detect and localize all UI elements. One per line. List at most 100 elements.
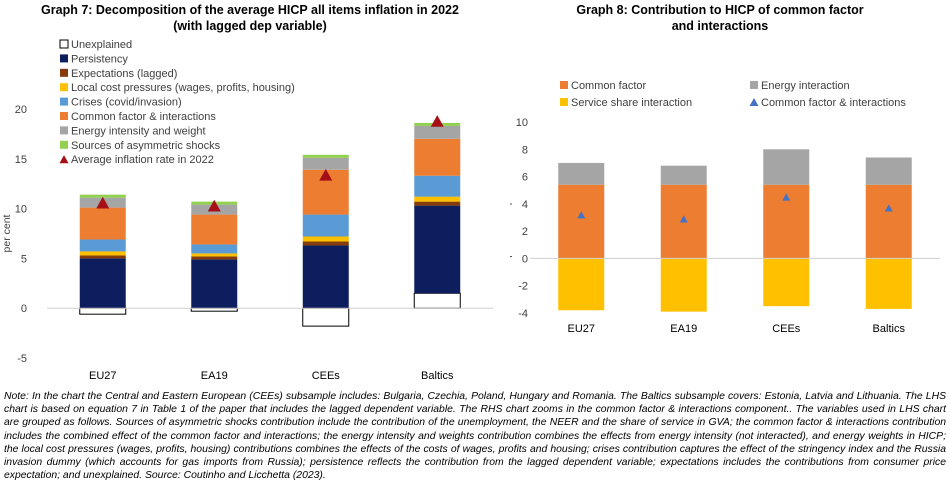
bar-segment [79,239,126,252]
right-chart: -4 -2 0 2 4 6 8 10 percentate points EU27 EA19 CEEs… [510,80,940,335]
legend-marker [749,97,759,107]
left-chart: -5 0 5 10 15 20 per cent EU27 EA19 CEEs Baltics Une… [1,39,493,382]
x-tick-label: EU27 [89,370,117,382]
marker-point [319,168,333,181]
bar-segment [414,205,461,294]
bar-segment [558,162,605,185]
x-tick-label: Baltics [873,323,906,335]
bar-segment [558,184,605,259]
x-tick-label: EA19 [670,323,697,335]
marker-point [96,196,110,209]
bar-segment [302,214,349,237]
y-tick-label: 10 [516,117,528,129]
legend-swatch [560,81,568,89]
x-tick-label: EA19 [201,370,228,382]
marker-point [884,204,893,212]
legend-label: Expectations (lagged) [71,68,177,80]
bar-segment [763,149,810,185]
left-chart-title: Graph 7: Decomposition of the average HI… [0,2,500,34]
bar-segment [414,138,461,176]
y-axis-label: per cent [1,214,13,252]
left-title-line2: (with lagged dep variable) [173,19,327,33]
y-tick-label: 0 [522,253,528,265]
bar-segment [660,258,707,312]
bar-segment [191,244,238,254]
legend-swatch [60,68,68,77]
y-tick-label: 20 [15,104,27,116]
bar-segment [558,258,605,311]
bar-segment [414,196,461,202]
marker-point [430,115,444,127]
y-tick-label: 0 [21,303,27,315]
bar-segment [413,292,461,309]
legend-label: Common factor & interactions [71,111,216,123]
legend-label: Energy intensity and weight [71,125,206,137]
legend-label: Service share interaction [571,97,692,109]
legend-label: Local cost pressures (wages, profits, ho… [71,82,295,94]
bar-segment [763,258,810,307]
right-title-line1: Graph 8: Contribution to HICP of common … [576,3,864,17]
bar-segment [302,241,349,246]
legend-swatch [59,39,69,49]
legend-swatch [60,126,68,135]
bar-segment [79,251,126,256]
legend-label: Persistency [71,53,128,65]
bar-segment [865,258,912,309]
legend-swatch [60,112,68,120]
legend-label: Crises (covid/invasion) [71,97,182,109]
legend-swatch [60,140,68,149]
bar-segment [302,307,350,327]
bar-segment [414,201,461,206]
bar-segment [414,175,461,197]
y-tick-label: -4 [518,308,528,320]
marker-point [207,199,221,212]
legend-label: Common factor & interactions [761,97,906,109]
bar-segment [79,255,126,259]
marker-point [782,193,791,201]
y-tick-label: -2 [518,281,528,293]
marker-point [679,215,688,223]
bar-segment [414,125,461,139]
y-tick-label: -5 [17,353,27,365]
bar-segment [191,256,238,260]
y-tick-label: 6 [522,172,528,184]
y-tick-label: 2 [522,226,528,238]
bar-segment [79,307,127,315]
legend-label: Common factor [571,80,647,92]
bar-segment [865,157,912,185]
bar-segment [302,236,349,242]
x-tick-label: CEEs [772,323,801,335]
chart-footnote: Note: In the chart the Central and Easte… [4,391,946,482]
y-tick-label: 15 [15,154,27,166]
bar-segment [660,165,707,185]
bar-segment [302,157,349,170]
bar-segment [191,259,238,309]
x-tick-label: CEEs [312,370,341,382]
y-axis-label: percentate points [510,177,513,258]
legend-label: Sources of asymmetric shocks [71,140,221,152]
legend-swatch [60,83,68,92]
bar-segment [79,207,126,240]
marker-point [577,211,586,219]
y-tick-label: 10 [15,204,27,216]
legend-swatch [560,98,568,106]
bar-segment [191,253,238,257]
legend-swatch [60,97,68,106]
bar-segment [302,154,349,158]
x-tick-label: EU27 [567,323,595,335]
legend-swatch [750,81,758,89]
bar-segment [79,258,126,309]
legend-label: Energy interaction [761,80,850,92]
legend-marker [59,155,69,164]
left-title-line1: Graph 7: Decomposition of the average HI… [41,3,459,17]
bar-segment [191,214,238,245]
bar-segment [865,184,912,259]
right-chart-title: Graph 8: Contribution to HICP of common … [520,2,920,34]
legend-label: Average inflation rate in 2022 [71,154,214,166]
right-title-line2: and interactions [671,19,769,33]
x-tick-label: Baltics [421,370,454,382]
legend-swatch [60,54,68,63]
legend-label: Unexplained [71,39,132,51]
y-tick-label: 8 [522,144,528,156]
y-tick-label: 4 [522,199,528,211]
